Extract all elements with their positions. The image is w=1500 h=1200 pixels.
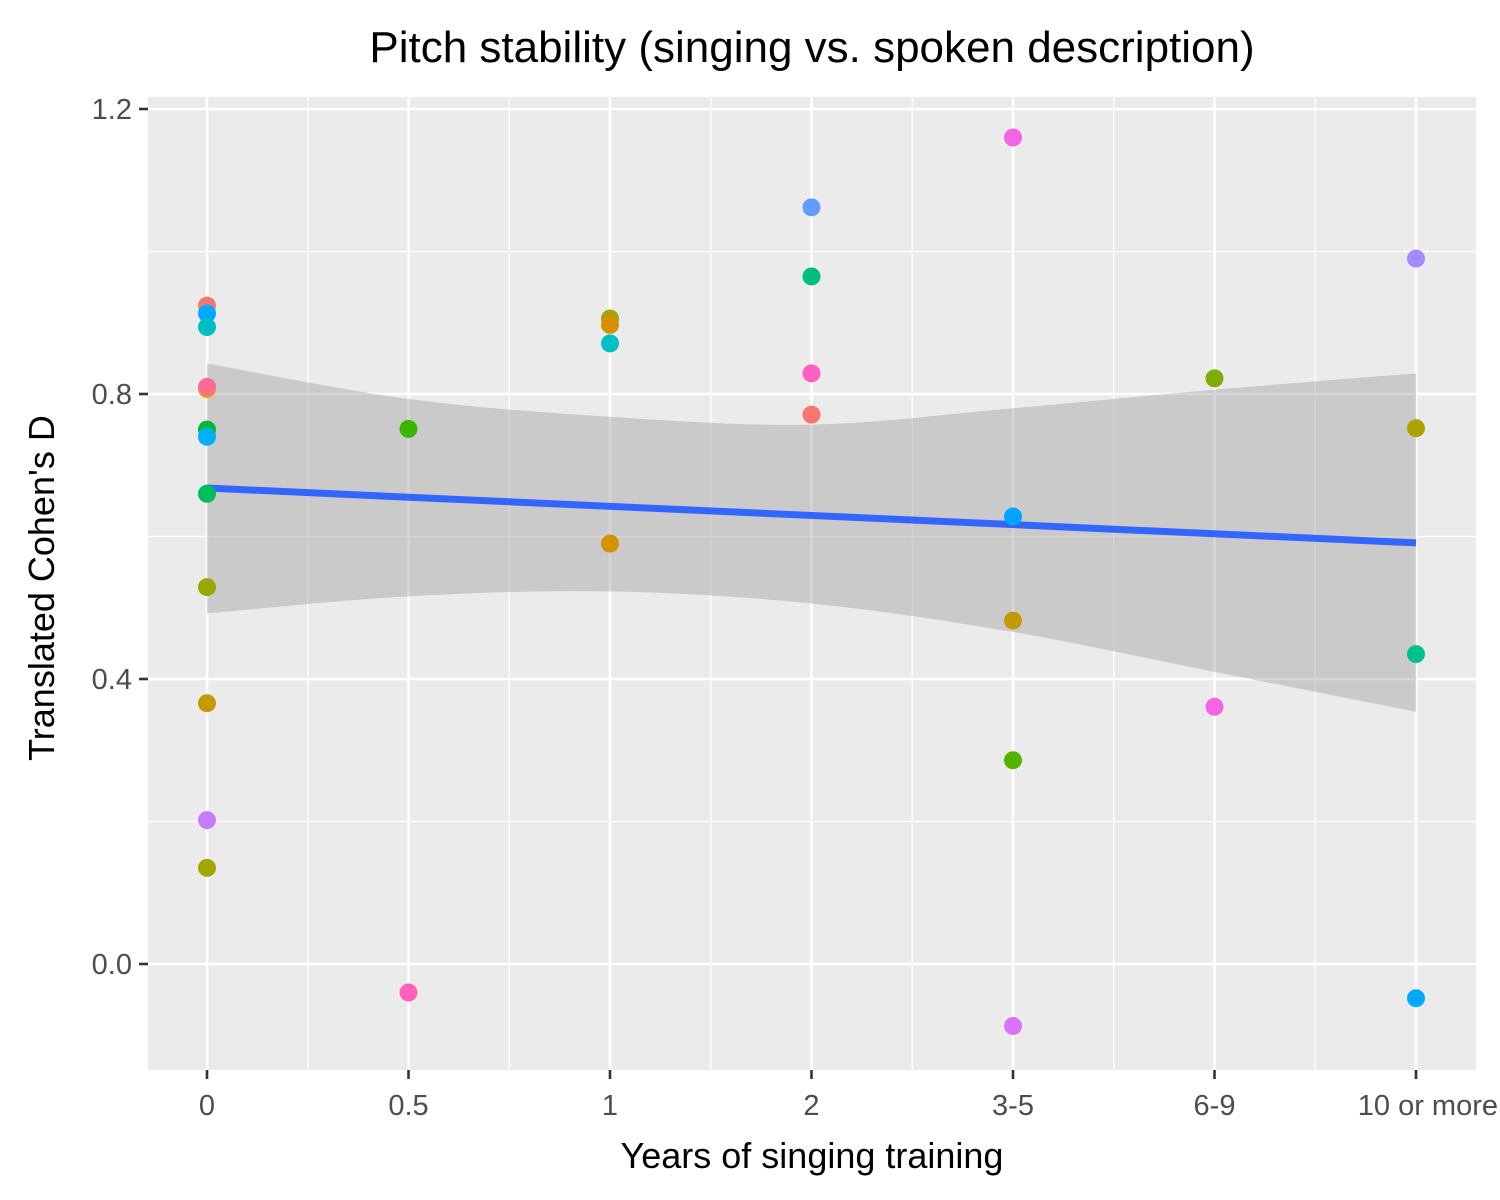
x-tick-label: 6-9 xyxy=(1194,1090,1236,1122)
data-point xyxy=(802,198,821,217)
data-point xyxy=(601,534,619,553)
y-tick-label: 0.0 xyxy=(92,949,132,981)
data-point xyxy=(1407,989,1425,1008)
grid-minor xyxy=(148,97,1476,1070)
data-point xyxy=(198,811,216,830)
x-tick-label: 3-5 xyxy=(992,1090,1034,1122)
data-point xyxy=(399,983,418,1002)
data-point xyxy=(198,484,216,503)
data-point xyxy=(601,315,619,334)
data-point xyxy=(1407,249,1425,268)
data-point xyxy=(1004,128,1022,147)
y-tick-label: 0.4 xyxy=(92,664,132,696)
data-point xyxy=(1205,369,1224,388)
data-point xyxy=(198,304,216,323)
data-point xyxy=(198,694,216,713)
data-point xyxy=(1004,1016,1022,1035)
chart-title: Pitch stability (singing vs. spoken desc… xyxy=(369,23,1254,72)
trend-line-layer xyxy=(206,484,1417,547)
data-point xyxy=(1407,419,1425,438)
data-point xyxy=(802,364,821,383)
data-point xyxy=(1407,645,1425,664)
x-tick-label: 0.5 xyxy=(388,1090,428,1122)
data-point xyxy=(399,419,418,438)
data-point xyxy=(601,334,619,353)
data-point xyxy=(198,377,216,396)
data-point xyxy=(1004,751,1022,770)
y-axis: 0.0 0.4 0.8 1.2 xyxy=(92,94,148,981)
data-point xyxy=(198,318,216,337)
confidence-band xyxy=(207,363,1416,712)
x-tick-label: 2 xyxy=(803,1090,819,1122)
x-tick-label: 1 xyxy=(602,1090,618,1122)
data-point xyxy=(802,405,821,424)
data-point xyxy=(198,427,216,446)
x-axis: 0 0.5 1 2 3-5 6-9 10 or more xyxy=(199,1070,1498,1122)
y-tick-label: 0.8 xyxy=(92,379,132,411)
x-tick-label: 10 or more xyxy=(1358,1090,1498,1122)
points-layer xyxy=(198,128,1425,1035)
x-tick-label: 0 xyxy=(199,1090,215,1122)
data-point xyxy=(1004,611,1022,630)
y-tick-label: 1.2 xyxy=(92,94,132,126)
data-point xyxy=(1004,507,1022,526)
data-point xyxy=(198,858,216,877)
confidence-band-layer xyxy=(207,363,1416,712)
x-axis-title: Years of singing training xyxy=(621,1135,1004,1176)
data-point xyxy=(198,578,216,597)
data-point xyxy=(1205,697,1224,716)
data-point xyxy=(802,267,821,286)
y-axis-title: Translated Cohen's D xyxy=(21,415,62,761)
trend-line xyxy=(206,484,1417,547)
